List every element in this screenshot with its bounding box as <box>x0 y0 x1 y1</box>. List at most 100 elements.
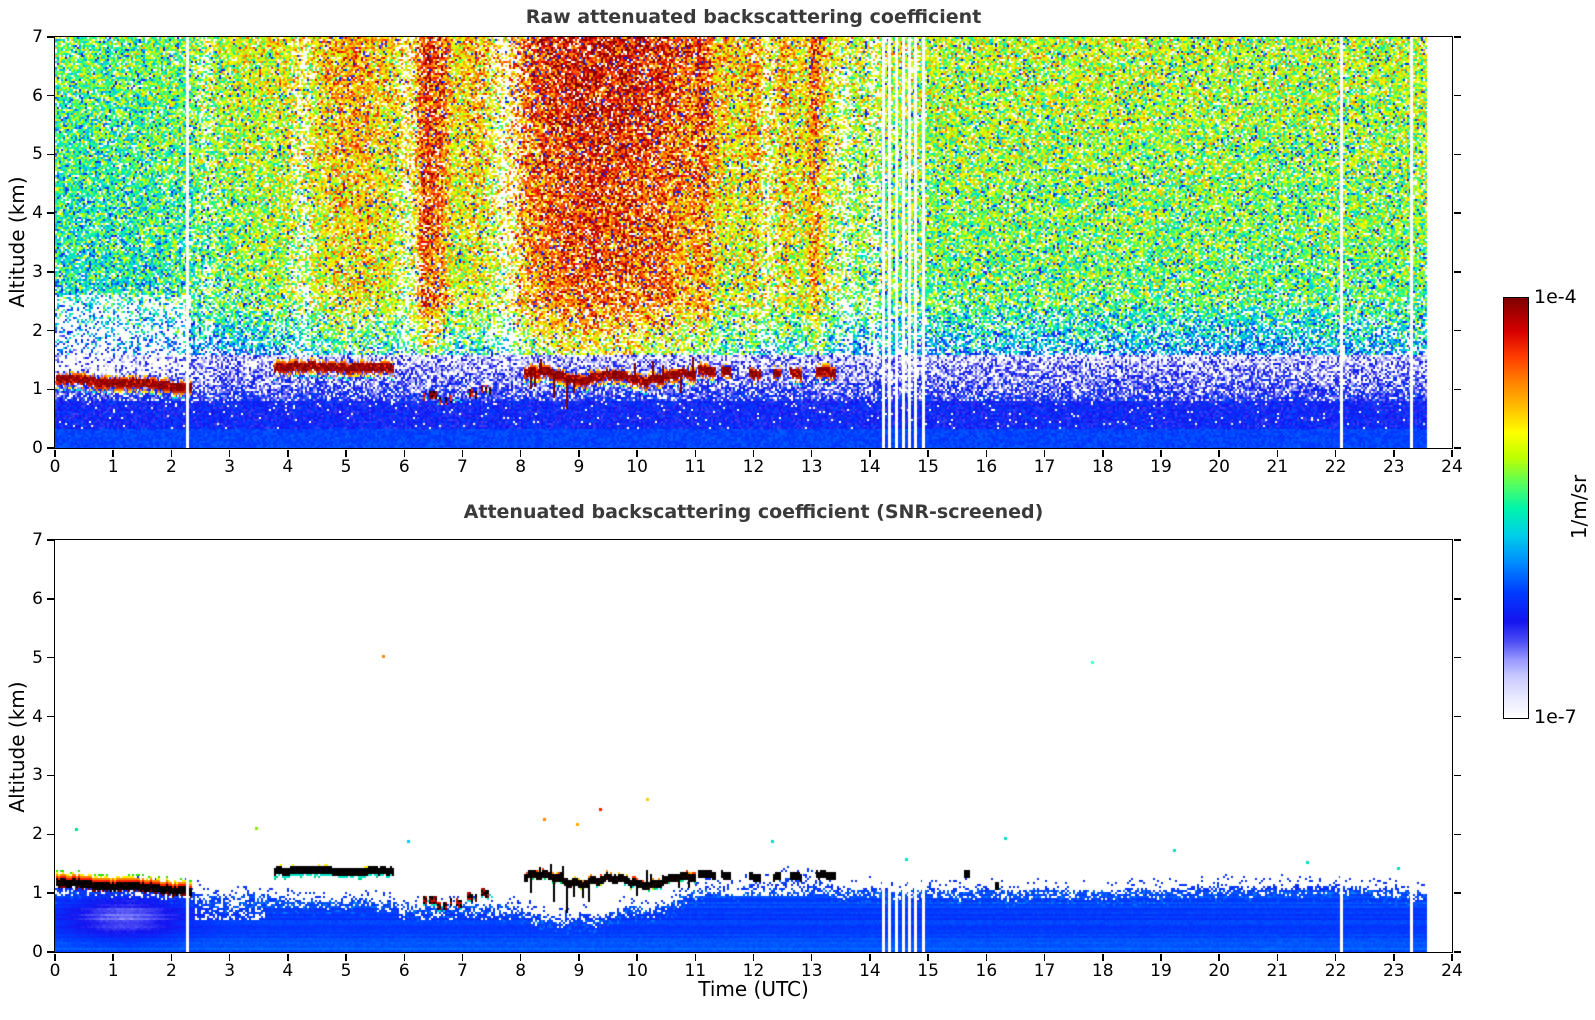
x-tick-label: 11 <box>684 961 707 981</box>
y-tick-label: 4 <box>32 203 43 224</box>
x-tick-mark <box>752 953 755 961</box>
y-tick-mark-right <box>1453 329 1461 332</box>
x-tick-mark <box>403 449 405 457</box>
y-tick-mark <box>46 598 54 600</box>
y-tick-label: 4 <box>32 706 43 727</box>
x-tick-label: 4 <box>282 961 294 981</box>
x-tick-mark <box>519 449 522 457</box>
x-tick-label: 3 <box>224 457 236 477</box>
x-tick-mark <box>1393 953 1395 961</box>
x-tick-mark <box>345 449 347 457</box>
x-tick-label: 21 <box>1266 457 1289 477</box>
y-tick-mark-right <box>1453 36 1461 38</box>
x-tick-mark <box>694 953 697 961</box>
x-tick-mark <box>519 953 522 961</box>
y-tick-label: 5 <box>32 647 43 668</box>
x-tick-mark <box>170 449 173 457</box>
x-tick-mark <box>1102 449 1104 457</box>
x-tick-mark <box>54 953 56 961</box>
y-tick-mark-right <box>1453 833 1461 836</box>
y-tick-mark-right <box>1453 271 1461 273</box>
y-tick-label: 3 <box>32 261 43 282</box>
y-tick-mark-right <box>1453 774 1461 777</box>
x-tick-label: 1 <box>107 961 119 981</box>
x-tick-mark <box>927 449 929 457</box>
y-tick-label: 6 <box>32 85 43 106</box>
x-tick-mark <box>1334 449 1337 457</box>
y-tick-label: 2 <box>32 320 43 341</box>
y-tick-mark <box>46 539 54 541</box>
x-tick-mark <box>54 449 56 457</box>
x-tick-mark <box>694 449 697 457</box>
x-tick-mark <box>287 449 289 457</box>
x-tick-label: 22 <box>1324 457 1347 477</box>
raw-backscatter-heatmap <box>55 37 1452 448</box>
x-tick-label: 20 <box>1208 457 1230 477</box>
y-tick-label: 6 <box>32 588 43 609</box>
x-tick-label: 15 <box>917 457 939 477</box>
x-tick-mark <box>927 953 929 961</box>
x-tick-mark <box>636 449 638 457</box>
y-tick-mark <box>46 951 54 953</box>
x-tick-label: 14 <box>859 961 881 981</box>
y-tick-mark <box>46 153 54 156</box>
x-tick-mark <box>1334 953 1337 961</box>
colorbar-unit-label: 1/m/sr <box>1567 474 1591 540</box>
y-tick-label: 0 <box>32 438 43 458</box>
y-tick-mark-right <box>1453 94 1461 97</box>
x-tick-label: 20 <box>1208 961 1230 981</box>
x-tick-label: 9 <box>573 961 585 981</box>
x-tick-label: 5 <box>340 457 352 477</box>
y-tick-label: 5 <box>32 144 43 165</box>
x-tick-label: 0 <box>49 961 61 981</box>
x-tick-label: 6 <box>398 961 410 981</box>
x-tick-mark <box>578 449 580 457</box>
y-tick-mark-right <box>1453 598 1461 600</box>
screened-backscatter-heatmap <box>55 540 1452 952</box>
y-tick-mark-right <box>1453 892 1461 894</box>
x-tick-mark <box>1393 449 1395 457</box>
y-tick-label: 1 <box>32 379 43 400</box>
x-axis-label: Time (UTC) <box>698 977 809 1001</box>
x-tick-mark <box>1276 449 1279 457</box>
x-tick-label: 8 <box>515 457 527 477</box>
x-tick-mark <box>403 953 405 961</box>
x-tick-mark <box>1451 449 1453 457</box>
y-tick-label: 3 <box>32 765 43 786</box>
x-tick-label: 24 <box>1441 961 1463 981</box>
top-panel-title: Raw attenuated backscattering coefficien… <box>525 6 982 28</box>
x-tick-mark <box>1160 953 1162 961</box>
y-tick-mark-right <box>1453 388 1461 391</box>
x-tick-mark <box>985 449 988 457</box>
x-tick-label: 9 <box>573 457 585 477</box>
x-tick-label: 4 <box>282 457 294 477</box>
x-tick-label: 5 <box>340 961 352 981</box>
x-tick-label: 10 <box>626 961 648 981</box>
x-tick-label: 23 <box>1382 961 1405 981</box>
x-tick-mark <box>461 953 464 961</box>
y-tick-mark-right <box>1453 212 1461 214</box>
y-tick-mark-right <box>1453 656 1461 659</box>
x-tick-label: 17 <box>1033 457 1056 477</box>
y-tick-mark <box>46 212 54 214</box>
y-tick-mark-right <box>1453 447 1461 449</box>
y-tick-mark <box>46 94 54 97</box>
x-tick-label: 1 <box>107 457 119 477</box>
y-tick-mark <box>46 447 54 449</box>
x-tick-label: 19 <box>1150 457 1172 477</box>
x-tick-label: 13 <box>800 961 823 981</box>
colorbar-max-label: 1e-4 <box>1534 286 1577 308</box>
x-tick-label: 12 <box>742 961 765 981</box>
x-tick-label: 10 <box>626 457 648 477</box>
x-tick-label: 2 <box>165 457 177 477</box>
x-tick-label: 13 <box>800 457 823 477</box>
y-tick-label: 0 <box>32 942 43 962</box>
x-tick-mark <box>1102 953 1104 961</box>
colorbar <box>1503 297 1529 719</box>
y-tick-mark-right <box>1453 153 1461 156</box>
x-tick-label: 7 <box>457 961 468 981</box>
x-tick-mark <box>1218 449 1220 457</box>
y-tick-mark-right <box>1453 539 1461 541</box>
x-tick-label: 14 <box>859 457 881 477</box>
